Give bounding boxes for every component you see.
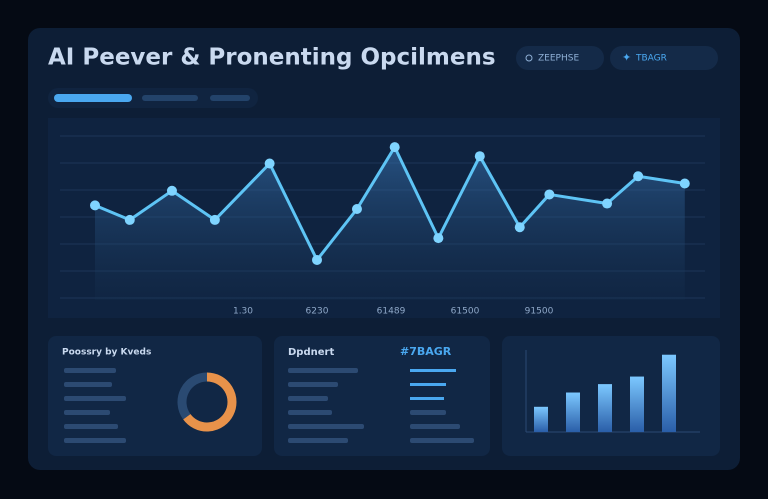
point [90,200,100,211]
list-item [64,438,126,443]
bar [598,384,612,432]
point [264,158,275,169]
point [433,233,444,244]
list-item [410,424,460,429]
point [544,189,555,200]
list-item [288,438,348,443]
list-item [64,396,126,401]
panel-subtitle: #7BAGR [400,345,452,358]
x-tick-label: 1.30 [233,307,253,317]
list-item [64,368,116,373]
list-item [288,396,328,401]
list-bar [410,369,456,372]
list-bar [410,383,446,386]
tab-active[interactable] [54,94,132,102]
bar [662,354,676,432]
x-tick-label: 6230 [306,307,329,317]
bar [630,376,644,432]
tab[interactable] [210,95,250,101]
point [514,222,525,233]
bar [534,406,548,432]
panel-title: Dpdnert [288,347,334,358]
list-item [288,410,332,415]
point [209,214,220,225]
point [351,204,362,214]
bar [566,392,580,432]
button-icon: ✦ [622,51,631,64]
point [679,178,690,189]
button-label[interactable]: TBAGR [635,54,667,64]
list-item [410,410,446,415]
button-label[interactable]: ZEEPHSE [538,54,579,64]
list-bar [410,397,444,400]
point [602,198,613,209]
list-item [288,368,358,373]
point [124,214,135,225]
point [389,142,400,153]
button[interactable] [516,46,604,70]
list-item [64,410,110,415]
point [633,171,644,182]
x-tick-label: 61489 [377,307,406,317]
donut-segment [183,372,237,432]
donut-segment [177,372,208,420]
point [474,151,485,162]
list-item [288,382,338,387]
button-icon [525,54,533,62]
x-tick-label: 61500 [451,307,480,317]
tab[interactable] [142,95,198,101]
point [166,185,177,196]
button[interactable] [610,46,718,70]
list-item [288,424,364,429]
point [312,254,322,265]
x-tick-label: 91500 [525,307,554,317]
area [95,147,685,300]
title: AI Peever & Pronenting Opcilmens [48,45,496,71]
panel-title: Poossry by Kveds [62,348,151,358]
list-item [64,382,112,387]
list-item [410,438,474,443]
list-item [64,424,118,429]
